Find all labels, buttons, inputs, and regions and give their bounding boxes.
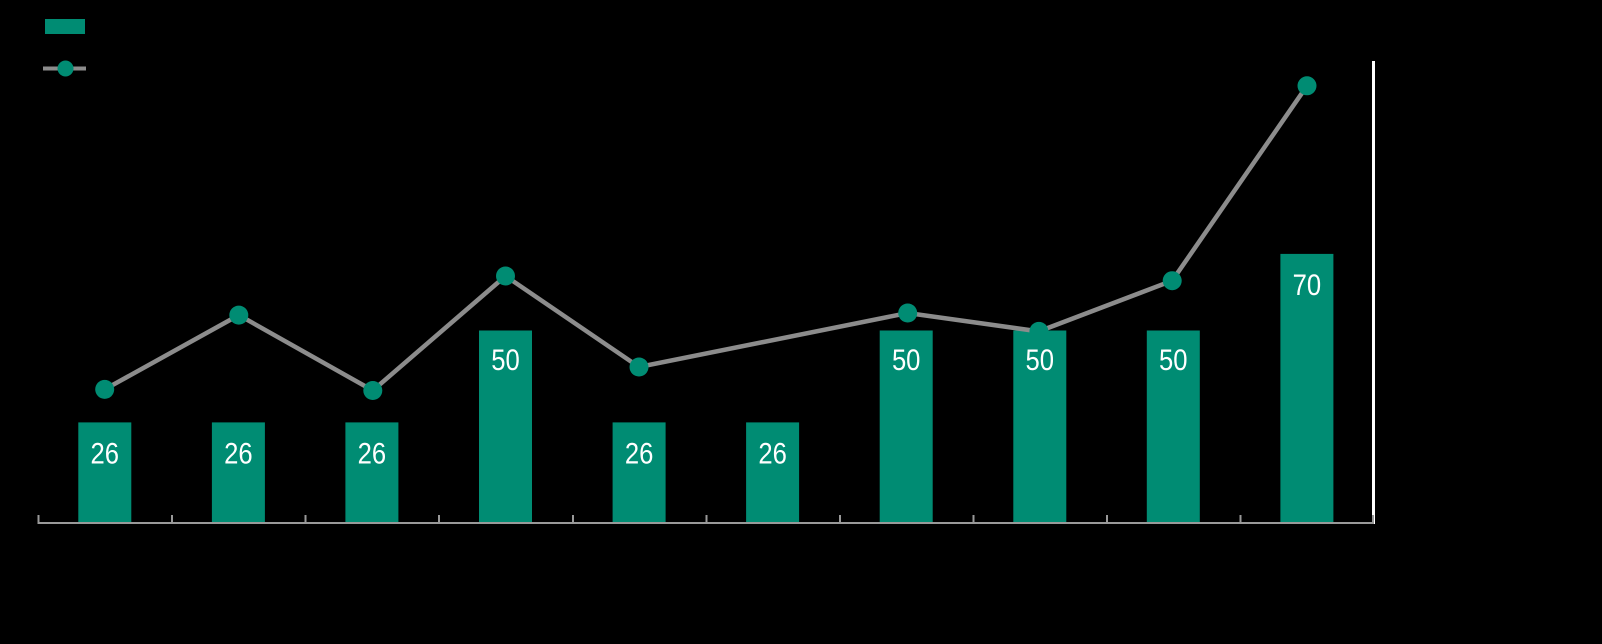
svg-text:50: 50: [892, 344, 921, 377]
svg-text:26: 26: [358, 437, 387, 470]
svg-text:26: 26: [758, 437, 787, 470]
svg-text:50: 50: [491, 344, 520, 377]
svg-text:50: 50: [1159, 344, 1188, 377]
svg-text:26: 26: [91, 437, 120, 470]
svg-text:26: 26: [625, 437, 654, 470]
svg-text:50: 50: [1026, 344, 1055, 377]
svg-text:26: 26: [224, 437, 253, 470]
svg-text:70: 70: [1293, 269, 1322, 302]
